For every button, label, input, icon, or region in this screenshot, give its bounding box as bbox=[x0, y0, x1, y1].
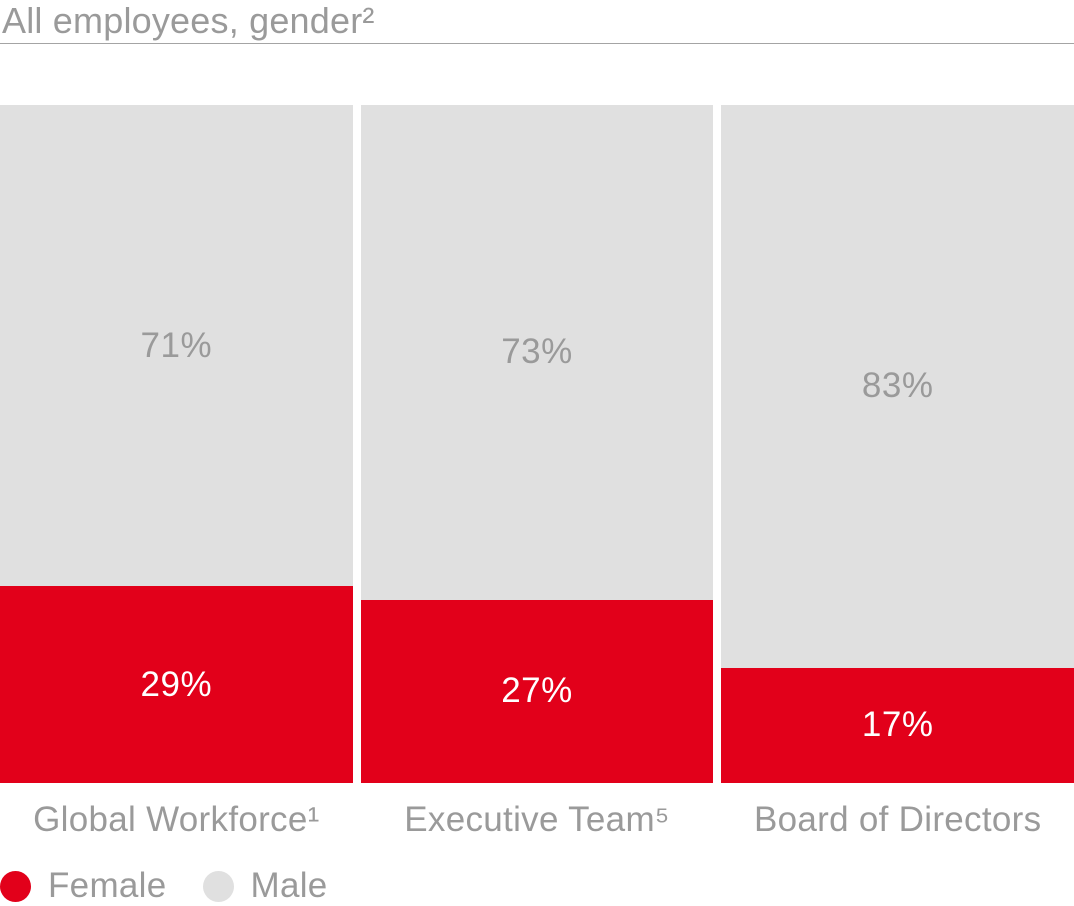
segment-value-label: 71% bbox=[140, 325, 213, 365]
segment-value-label: 27% bbox=[501, 671, 573, 711]
category-label: Board of Directors bbox=[753, 800, 1042, 839]
segment-value-label: 17% bbox=[861, 705, 934, 745]
legend-dot-female-icon bbox=[0, 870, 31, 902]
segment-value-label: 73% bbox=[501, 332, 573, 372]
segment-male: 71% bbox=[0, 105, 353, 587]
legend-label: Female bbox=[48, 866, 167, 905]
segment-value-label: 29% bbox=[140, 664, 213, 704]
segment-female: 27% bbox=[360, 599, 714, 783]
segment-value-label: 83% bbox=[861, 366, 934, 406]
segment-female: 17% bbox=[721, 667, 1074, 783]
legend-label: Male bbox=[250, 866, 328, 905]
segment-male: 73% bbox=[360, 105, 714, 600]
segment-female: 29% bbox=[0, 586, 353, 783]
title-divider-line bbox=[0, 43, 1074, 44]
bar-1: 71% 29% bbox=[0, 105, 353, 783]
legend-item-male: Male bbox=[202, 866, 328, 906]
stacked-bar-chart: 71% 29% 73% 27% 83% 17% bbox=[0, 105, 1074, 783]
bar-2: 73% 27% bbox=[360, 105, 714, 783]
legend-item-female: Female bbox=[0, 866, 167, 906]
category-label: Global Workforce¹ bbox=[33, 800, 320, 839]
chart-legend: Female Male bbox=[0, 866, 364, 906]
legend-dot-male-icon bbox=[202, 870, 234, 902]
category-label: Executive Team⁵ bbox=[404, 800, 670, 839]
bar-3: 83% 17% bbox=[721, 105, 1074, 783]
chart-title: All employees, gender² bbox=[2, 0, 375, 41]
category-labels: Global Workforce¹ Executive Team⁵ Board of… bbox=[0, 800, 1074, 840]
segment-male: 83% bbox=[721, 105, 1074, 668]
